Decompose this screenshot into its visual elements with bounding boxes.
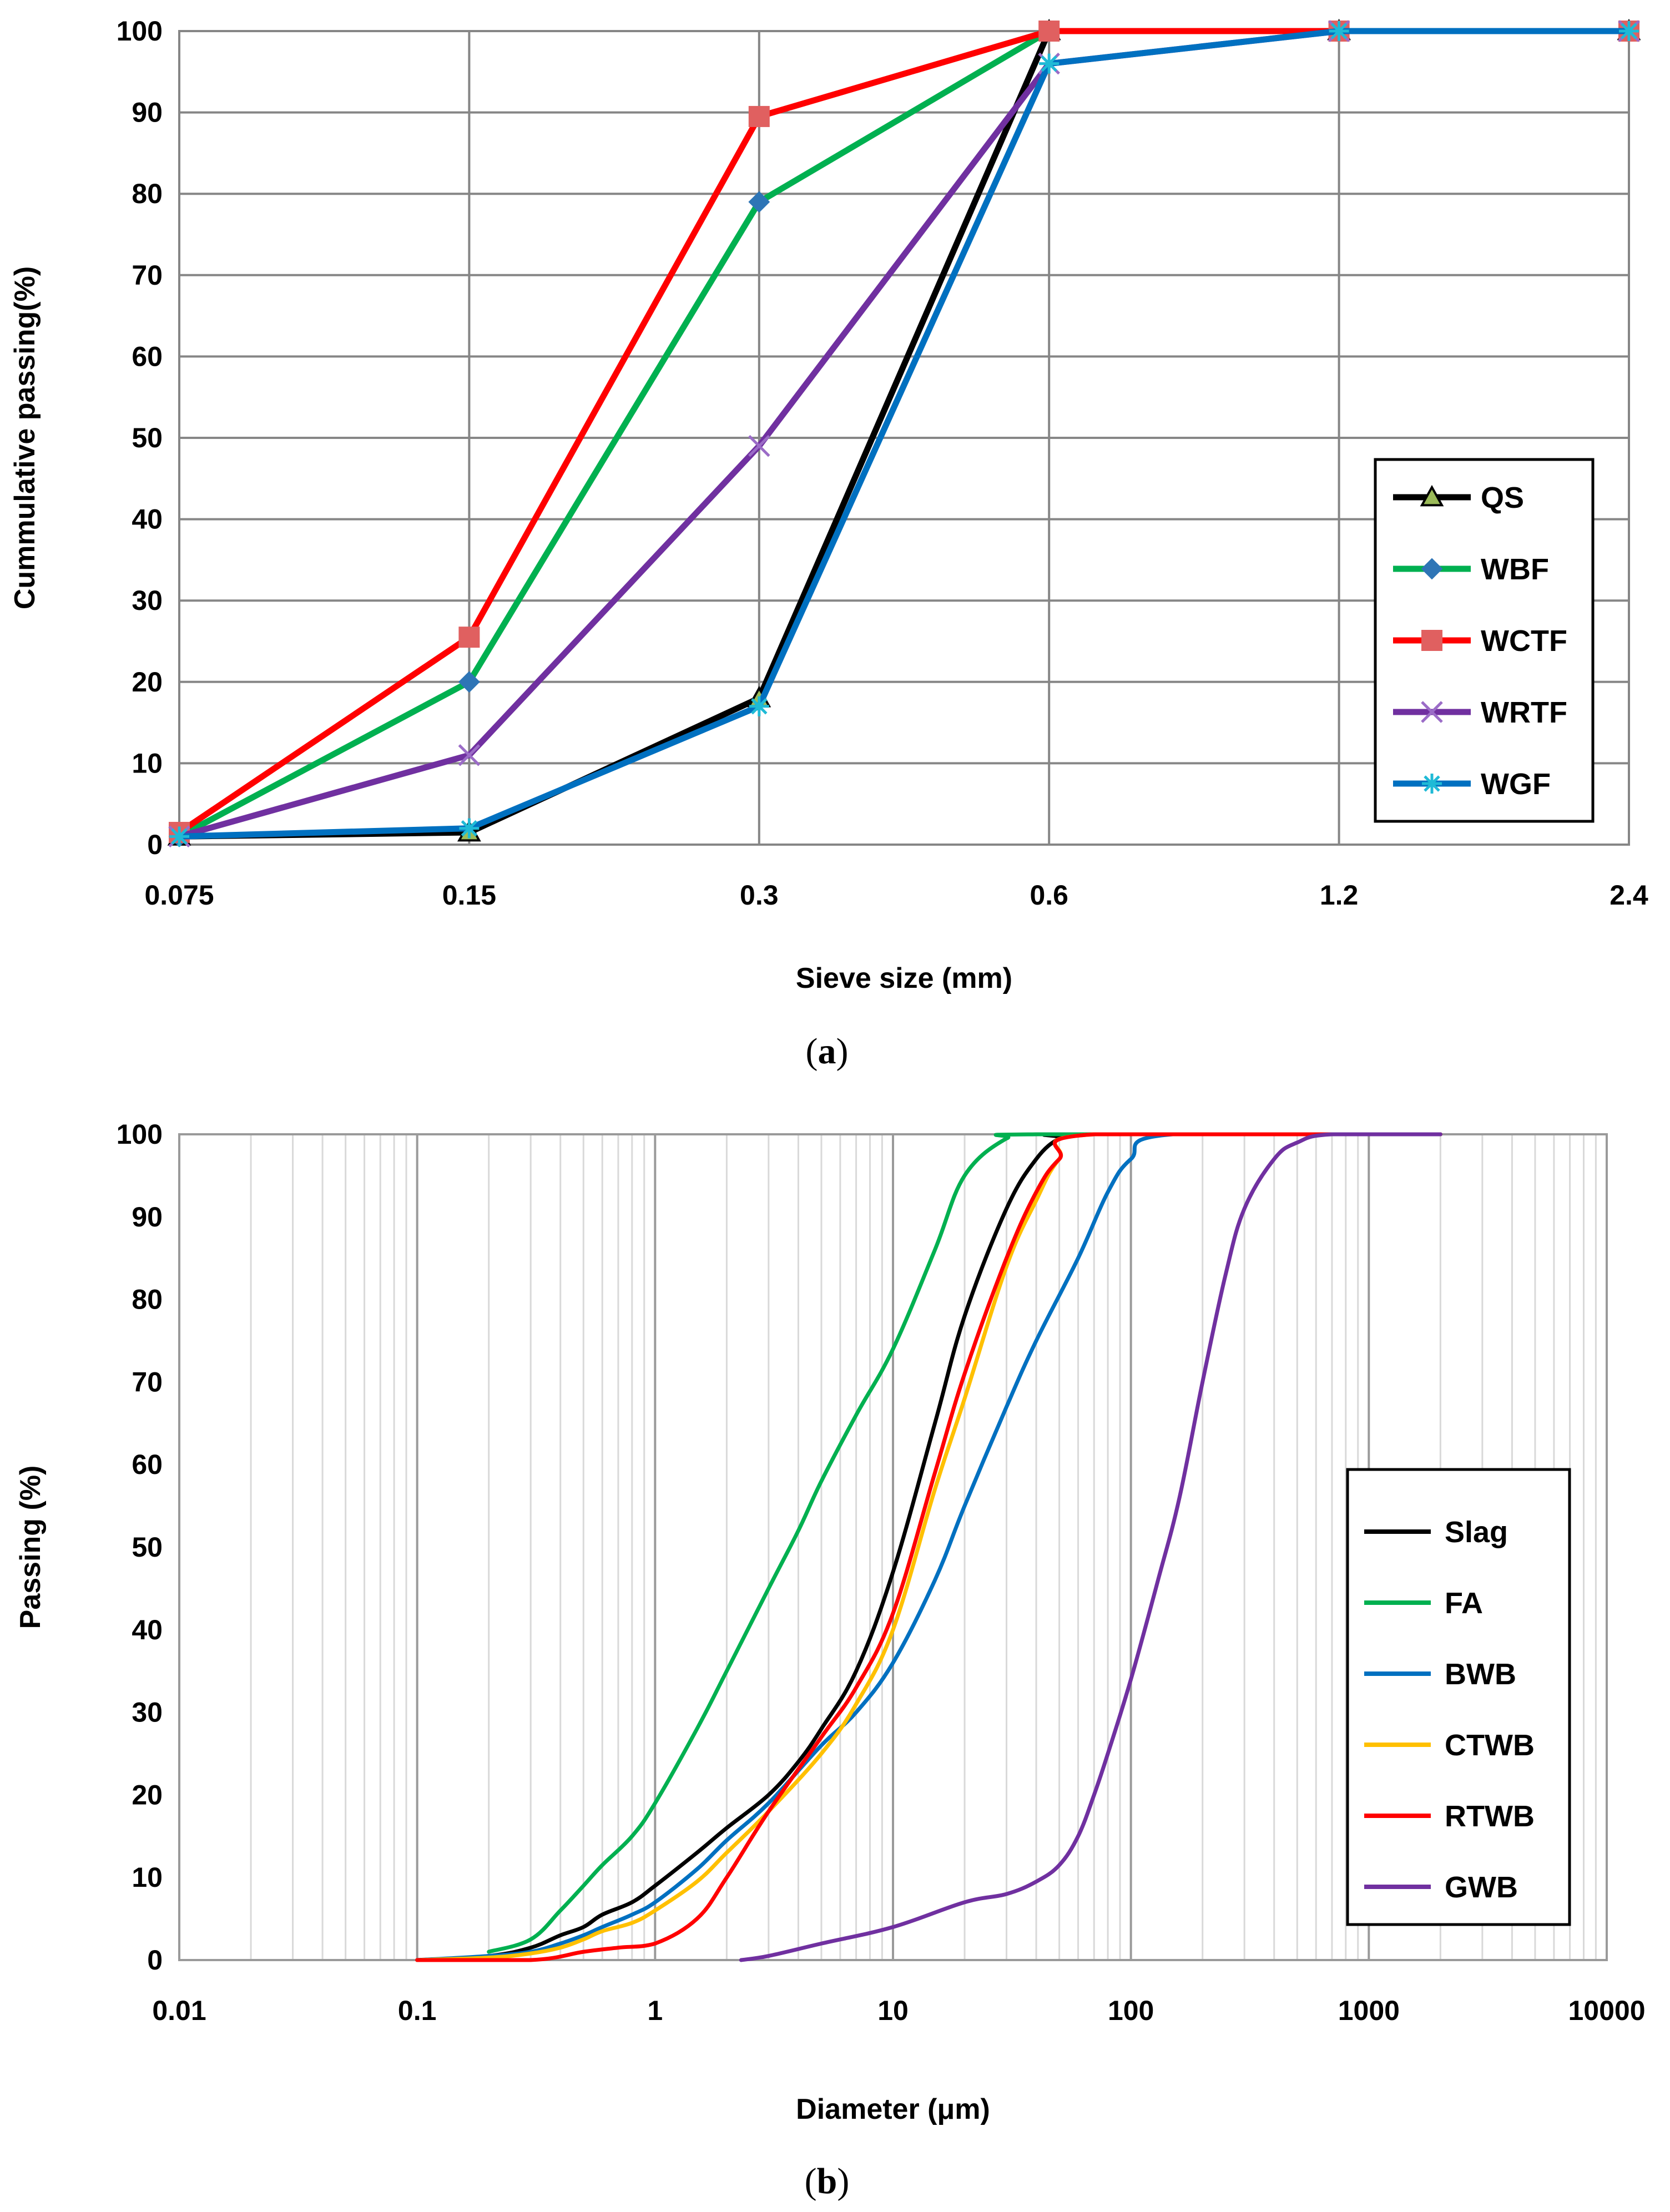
y-tick-label: 50 [132,1532,163,1563]
data-point-wrtf [458,744,481,766]
legend-item-gwb: GWB [1364,1871,1518,1904]
series-curve-bwb [415,1132,1442,1962]
legend-item-ctwb: CTWB [1364,1729,1535,1762]
plot-area-border [178,1133,1608,1961]
y-tick-label: 90 [132,1201,163,1233]
y-tick-label: 30 [132,585,163,616]
y-tick-label: 70 [132,1366,163,1397]
y-tick-label: 10 [132,748,163,779]
x-tick-label: 0.15 [442,880,496,911]
legend-item-qs: QS [1393,481,1524,514]
series-curve-slag [415,1132,1442,1962]
data-point-wgf [459,818,480,839]
data-point-wgf [1039,53,1059,74]
plot-area-border [178,30,1630,846]
x-tick-label: 100 [1108,1995,1154,2026]
y-tick-label: 20 [132,1779,163,1810]
legend-label-slag: Slag [1445,1516,1508,1549]
legend-label-wctf: WCTF [1481,624,1567,658]
legend-label-ctwb: CTWB [1445,1729,1535,1762]
y-tick-label: 40 [132,1614,163,1645]
legend-item-slag: Slag [1364,1516,1508,1549]
legend-box [1346,1468,1571,1926]
legend-label-bwb: BWB [1445,1658,1516,1691]
data-point-wrtf [748,435,770,457]
y-tick-label: 0 [147,829,163,860]
legend-marker-wrtf [1421,701,1443,723]
legend: QS WBF WCTF WRTF WGF [1374,458,1595,823]
x-tick-label: 10 [877,1995,909,2026]
y-tick-label: 10 [132,1862,163,1893]
legend-marker-qs [1420,484,1444,507]
x-tick-label: 1000 [1338,1995,1400,2026]
y-tick-label: 20 [132,666,163,698]
y-tick-label: 80 [132,178,163,209]
caption-a: (a) [806,1031,849,1072]
y-tick-label: 100 [117,16,163,47]
y-axis-title: Passing (%) [14,1466,47,1629]
legend-marker-wctf [1421,630,1442,651]
legend-label-gwb: GWB [1445,1871,1518,1904]
y-tick-label: 30 [132,1697,163,1728]
y-axis-title: Cummulative passing(%) [9,266,41,609]
y-tick-label: 60 [132,341,163,372]
data-point-wbf [748,191,770,213]
legend-item-wrtf: WRTF [1393,696,1567,729]
y-tick-label: 90 [132,97,163,128]
data-point-wgf [169,826,189,847]
data-point-wbf [458,671,480,693]
caption-b: (b) [805,2161,850,2201]
legend-item-rtwb: RTWB [1364,1800,1535,1833]
x-tick-label: 0.1 [398,1995,437,2026]
legend-marker-wgf [1422,774,1442,794]
y-tick-label: 60 [132,1449,163,1480]
x-tick-label: 0.01 [152,1995,206,2026]
chart-b: 0 10 20 30 40 50 60 70 80 90 100 0.01 0.1 1 10 100 1000 1… [14,1119,1646,2125]
legend-label-rtwb: RTWB [1445,1800,1535,1833]
y-tick-label: 80 [132,1284,163,1315]
series-line-wgf [176,28,1632,840]
data-point-wgf [1619,21,1639,41]
series-curve-gwb [739,1132,1442,1962]
x-tick-label: 2.4 [1610,880,1648,911]
y-tick-label: 100 [117,1119,163,1150]
legend-item-wbf: WBF [1393,553,1549,586]
data-point-wgf [749,696,769,716]
x-tick-label: 1 [647,1995,663,2026]
series-curve-ctwb [415,1132,1442,1962]
x-axis-title: Sieve size (mm) [796,962,1012,994]
legend-item-bwb: BWB [1364,1658,1516,1691]
x-tick-label: 10000 [1568,1995,1645,2026]
y-tick-label: 0 [147,1945,163,1976]
legend-item-wgf: WGF [1393,767,1551,801]
x-tick-label: 1.2 [1320,880,1359,911]
legend-label-qs: QS [1481,481,1524,514]
data-point-wctf [458,627,480,648]
legend-label-wbf: WBF [1481,553,1549,586]
data-point-wgf [1329,21,1349,41]
series-curve-fa [487,1132,1442,1954]
y-tick-label: 40 [132,504,163,535]
series-curve-rtwb [415,1132,1442,1962]
legend-item-fa: FA [1364,1587,1483,1620]
legend-label-fa: FA [1445,1587,1483,1620]
y-tick-label: 50 [132,422,163,453]
legend: Slag FA BWB CTWB RTWB GWB [1346,1468,1571,1926]
x-tick-label: 0.3 [740,880,779,911]
chart-a: 0 10 20 30 40 50 60 70 80 90 100 0.075 0.15 0.3 0.6 1.2… [9,16,1648,994]
legend-label-wgf: WGF [1481,767,1551,801]
data-point-wctf [748,105,770,127]
legend-marker-wbf [1421,558,1443,580]
legend-item-wctf: WCTF [1393,624,1567,658]
x-axis-title: Diameter (μm) [796,2093,990,2125]
legend-label-wrtf: WRTF [1481,696,1567,729]
y-tick-label: 70 [132,260,163,291]
data-point-wctf [1038,21,1060,42]
x-tick-label: 0.6 [1030,880,1068,911]
x-tick-label: 0.075 [144,880,214,911]
series-wgf [169,21,1639,847]
